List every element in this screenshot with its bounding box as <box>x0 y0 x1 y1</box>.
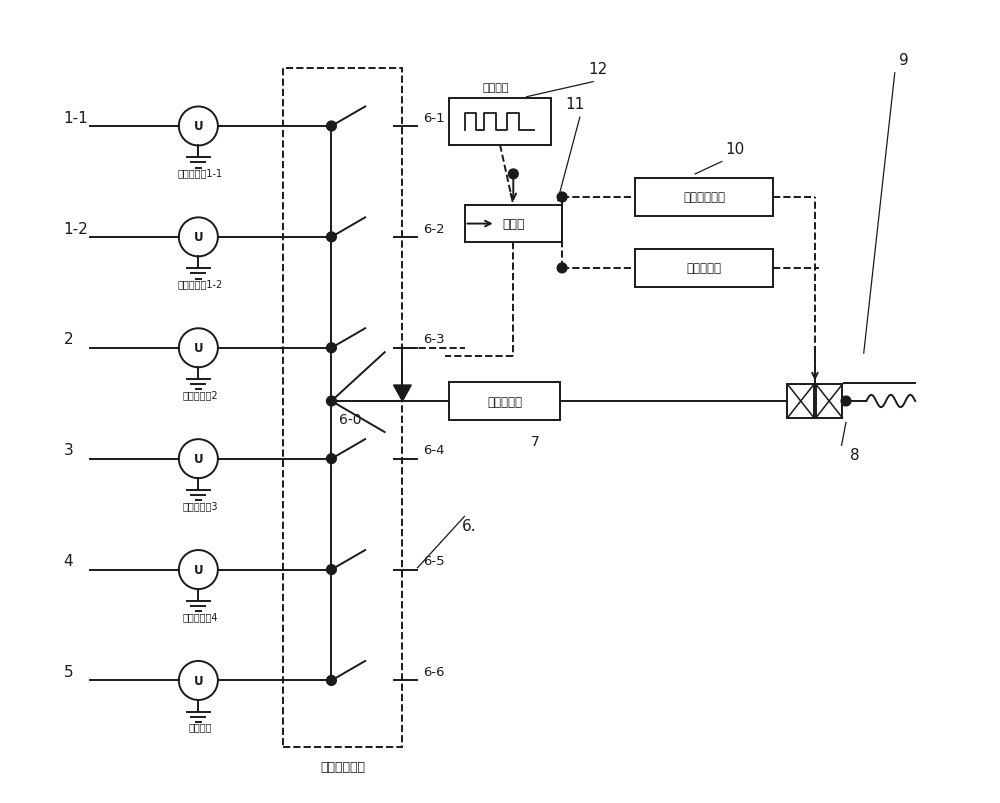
Text: 压力传感系统: 压力传感系统 <box>683 191 725 204</box>
Text: U: U <box>194 120 203 133</box>
Text: 8: 8 <box>850 447 860 463</box>
Circle shape <box>327 344 336 353</box>
Text: 6-0: 6-0 <box>339 412 361 426</box>
Circle shape <box>508 169 518 180</box>
Text: 可变电压扳4: 可变电压扳4 <box>182 611 218 621</box>
Text: 6-6: 6-6 <box>423 665 444 679</box>
Text: 3: 3 <box>64 442 73 458</box>
Text: 6-5: 6-5 <box>423 555 444 568</box>
Text: 4: 4 <box>64 553 73 569</box>
Bar <box>787 385 814 418</box>
Text: 电流检测器: 电流检测器 <box>487 395 522 408</box>
Text: 12: 12 <box>588 62 607 77</box>
Text: 7: 7 <box>531 434 540 448</box>
Text: 6-4: 6-4 <box>423 444 444 457</box>
Text: 1-1: 1-1 <box>64 111 88 125</box>
Text: 控制信号: 控制信号 <box>482 84 509 93</box>
Text: U: U <box>194 453 203 466</box>
Text: 高速切换开关: 高速切换开关 <box>320 760 365 773</box>
Circle shape <box>557 193 567 202</box>
Text: 可变电压扳2: 可变电压扳2 <box>182 389 218 399</box>
Bar <box>816 385 842 418</box>
Circle shape <box>557 263 567 274</box>
Text: 6-1: 6-1 <box>423 112 444 124</box>
Text: U: U <box>194 564 203 577</box>
Circle shape <box>327 122 336 132</box>
Text: 5: 5 <box>64 664 73 679</box>
Circle shape <box>327 397 336 406</box>
Text: U: U <box>194 674 203 687</box>
Text: 可变电压源1-2: 可变电压源1-2 <box>178 279 223 288</box>
Text: 6-3: 6-3 <box>423 333 444 346</box>
Text: 1-2: 1-2 <box>64 222 88 236</box>
Text: 6-2: 6-2 <box>423 222 444 235</box>
Text: 控制器: 控制器 <box>502 218 525 230</box>
Text: 10: 10 <box>725 141 745 157</box>
Text: 零电压源: 零电压源 <box>188 722 212 732</box>
Text: U: U <box>194 231 203 244</box>
Circle shape <box>327 233 336 243</box>
Text: 可变电压源1-1: 可变电压源1-1 <box>178 168 223 178</box>
Text: 9: 9 <box>899 53 909 68</box>
Circle shape <box>327 565 336 575</box>
Polygon shape <box>394 385 411 402</box>
Circle shape <box>327 676 336 686</box>
Circle shape <box>841 397 851 406</box>
Text: 2: 2 <box>64 332 73 347</box>
Text: U: U <box>194 342 203 355</box>
Circle shape <box>327 454 336 464</box>
Text: 位移传感器: 位移传感器 <box>687 262 722 275</box>
Text: 可变电压扳3: 可变电压扳3 <box>182 500 218 510</box>
Text: 11: 11 <box>566 97 585 112</box>
Text: 6.: 6. <box>462 518 476 533</box>
